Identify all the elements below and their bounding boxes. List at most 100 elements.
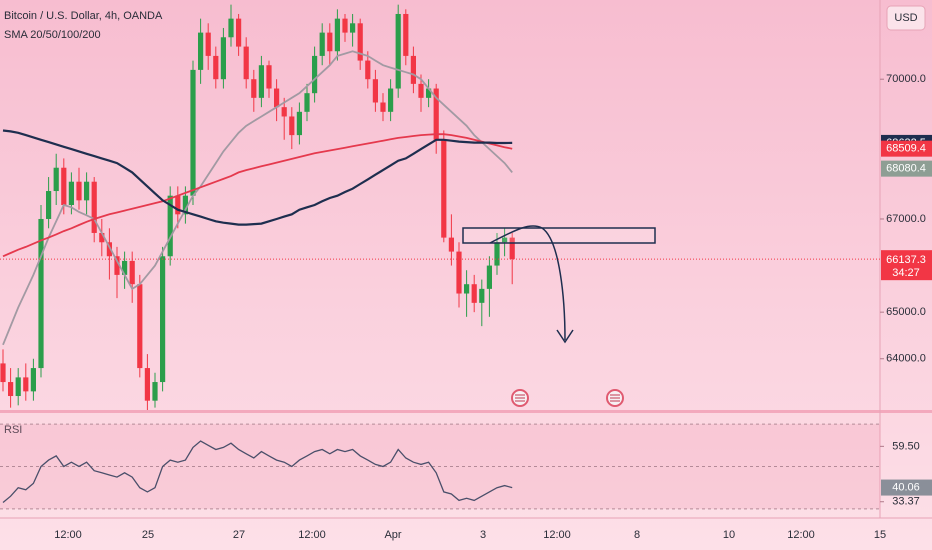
- y-tick-label: 65000.0: [886, 306, 926, 318]
- candle-body: [23, 377, 29, 392]
- candle-body: [106, 242, 112, 257]
- candle-body: [266, 65, 272, 89]
- x-tick-label: Apr: [384, 529, 401, 541]
- candle-body: [38, 218, 44, 369]
- candle-body: [84, 181, 90, 201]
- candle-body: [479, 288, 485, 303]
- candle-body: [175, 195, 181, 215]
- candle-body: [236, 18, 242, 47]
- moving-average: [2, 50, 513, 346]
- candle-body: [99, 232, 105, 243]
- candle-body: [441, 139, 447, 238]
- x-tick-label: 3: [480, 529, 486, 541]
- candle-body: [433, 88, 439, 140]
- candle-body: [182, 195, 188, 215]
- candle-body: [228, 18, 234, 38]
- candle-body: [91, 181, 97, 233]
- candle-body: [471, 284, 477, 303]
- candle-body: [380, 102, 386, 112]
- candle-body: [160, 256, 166, 383]
- candle-body: [30, 368, 36, 392]
- candle-body: [502, 237, 508, 243]
- pane-separator: [0, 410, 932, 413]
- x-tick-label: 12:00: [54, 529, 82, 541]
- candle-body: [46, 191, 52, 219]
- candle-body: [220, 37, 226, 80]
- last-price-box: [881, 250, 932, 281]
- price-marker-label: 68509.4: [886, 143, 926, 155]
- candle-body: [388, 88, 394, 112]
- x-tick-label: 25: [142, 529, 154, 541]
- x-tick-label: 12:00: [298, 529, 326, 541]
- arrow-head: [556, 329, 574, 344]
- candle-body: [304, 93, 310, 112]
- rsi-label: RSI: [4, 424, 22, 436]
- main-pane: [0, 4, 515, 410]
- candle-body: [319, 32, 325, 56]
- candle-body: [327, 32, 333, 52]
- candle-body: [274, 88, 280, 108]
- currency-button[interactable]: [886, 5, 926, 31]
- countdown-label: 34:27: [892, 267, 920, 279]
- candle-body: [403, 13, 409, 56]
- candle-body: [312, 55, 318, 94]
- rsi-marker-label: 40.06: [892, 481, 920, 493]
- candle-body: [342, 18, 348, 33]
- candle-body: [456, 251, 462, 294]
- candle-body: [243, 46, 249, 80]
- candle-body: [410, 55, 416, 84]
- candle-body: [167, 195, 173, 257]
- candle-body: [296, 111, 302, 136]
- candle-body: [190, 69, 196, 196]
- resistance-box: [462, 227, 656, 244]
- price-marker-label: 68080.4: [886, 163, 926, 175]
- candle-body: [289, 116, 295, 136]
- rsi-marker-label: 33.37: [892, 496, 920, 508]
- price-marker-box: [881, 160, 932, 177]
- candle-body: [8, 382, 14, 397]
- candle-body: [144, 368, 150, 401]
- candle-body: [448, 237, 454, 252]
- last-price-label: 66137.3: [886, 254, 926, 266]
- y-tick-label: 64000.0: [886, 353, 926, 365]
- candle-body: [464, 284, 470, 294]
- candle-body: [53, 167, 59, 192]
- candle-body: [205, 32, 211, 56]
- candle-body: [137, 284, 143, 369]
- y-tick-label: 67000.0: [886, 213, 926, 225]
- moving-average: [2, 133, 513, 258]
- candle-body: [198, 32, 204, 70]
- candle-body: [68, 181, 74, 205]
- rsi-line: [2, 440, 513, 504]
- candle-body: [61, 167, 67, 205]
- candle-body: [334, 18, 340, 52]
- candle-body: [129, 260, 135, 285]
- candle-body: [350, 23, 356, 33]
- x-tick-label: 27: [233, 529, 245, 541]
- symbol-title: Bitcoin / U.S. Dollar, 4h, OANDA: [4, 10, 163, 22]
- candle-body: [258, 65, 264, 98]
- indicator-legend: SMA 20/50/100/200: [4, 29, 101, 41]
- candle-body: [281, 107, 287, 117]
- rsi-marker-box: [881, 479, 932, 496]
- candle-body: [395, 13, 401, 89]
- candle-body: [122, 260, 128, 275]
- x-tick-label: 15: [874, 529, 886, 541]
- candle-body: [509, 237, 515, 260]
- currency: USD: [894, 12, 917, 24]
- candle-body: [426, 88, 432, 98]
- candle-body: [372, 79, 378, 103]
- forecast-arrow: [489, 225, 566, 341]
- candle-body: [418, 83, 424, 98]
- rsi-marker-label: 59.50: [892, 440, 920, 452]
- candle-body: [152, 382, 158, 401]
- candle-body: [15, 377, 21, 397]
- y-tick-label: 70000.0: [886, 73, 926, 85]
- event-icon[interactable]: [606, 389, 624, 407]
- moving-average: [2, 129, 513, 226]
- x-tick-label: 12:00: [543, 529, 571, 541]
- x-tick-label: 10: [723, 529, 735, 541]
- event-icon[interactable]: [511, 389, 529, 407]
